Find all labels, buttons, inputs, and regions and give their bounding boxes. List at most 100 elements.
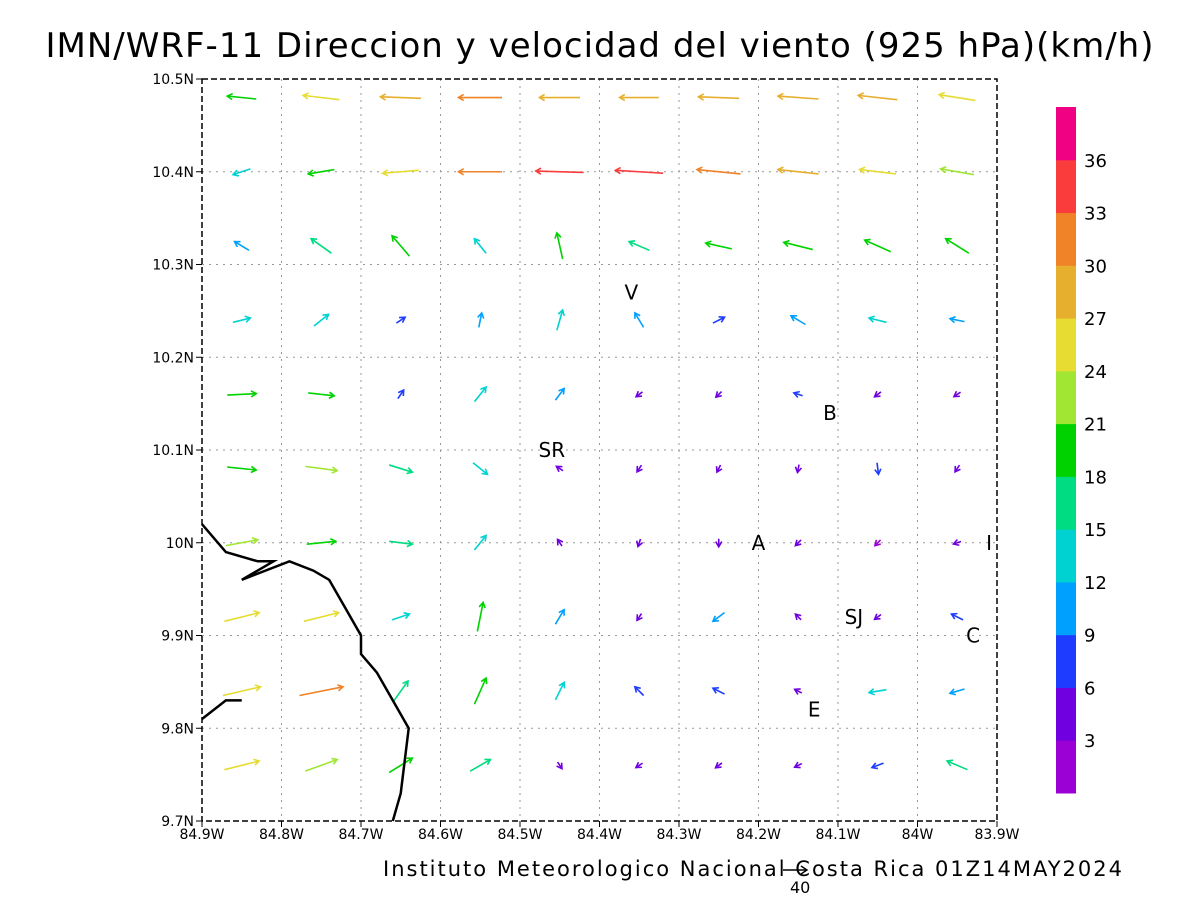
wind-arrow — [711, 611, 726, 623]
wind-arrow — [301, 92, 340, 101]
place-label: C — [966, 624, 980, 648]
x-tick-label: 84.3W — [656, 827, 701, 843]
colorbar-label: 36 — [1084, 151, 1107, 172]
wind-arrow — [456, 93, 502, 102]
place-label: I — [986, 531, 992, 555]
wind-arrow — [389, 539, 414, 548]
wind-arrow — [232, 315, 252, 324]
wind-arrow — [306, 538, 338, 546]
wind-arrow — [951, 538, 962, 547]
wind-arrow — [397, 388, 405, 400]
colorbar-label: 6 — [1084, 678, 1095, 699]
wind-arrow — [858, 166, 896, 175]
wind-arrow — [948, 315, 965, 324]
wind-arrow — [792, 390, 803, 398]
x-tick-label: 84.1W — [815, 827, 860, 843]
colorbar-swatch — [1056, 265, 1076, 319]
x-tick-label: 84.7W — [338, 827, 383, 843]
colorbar-swatch — [1056, 212, 1076, 266]
y-tick-label: 9.8N — [161, 721, 194, 737]
colorbar-label: 18 — [1084, 467, 1107, 488]
wind-arrow — [378, 93, 422, 101]
wind-arrow — [473, 385, 488, 403]
wind-arrow — [225, 92, 257, 101]
y-tick-label: 10.2N — [152, 350, 194, 366]
place-label: A — [752, 531, 766, 555]
place-label: E — [808, 698, 821, 722]
wind-arrow — [870, 762, 884, 770]
wind-arrow — [948, 688, 965, 696]
wind-arrow — [222, 684, 263, 697]
wind-arrow — [308, 391, 336, 399]
colorbar-label: 21 — [1084, 415, 1107, 436]
colorbar-swatch — [1056, 529, 1076, 583]
wind-arrow — [863, 238, 892, 253]
wind-arrow — [388, 757, 414, 774]
y-tick-label: 10.1N — [152, 443, 194, 459]
x-tick-label: 83.9W — [974, 827, 1019, 843]
wind-arrow — [874, 462, 882, 476]
wind-arrow — [714, 761, 723, 769]
wind-arrow — [794, 539, 802, 547]
wind-arrow — [634, 761, 644, 769]
wind-arrow — [227, 390, 258, 398]
x-tick-label: 84.8W — [259, 827, 304, 843]
wind-arrow — [627, 240, 650, 252]
wind-arrow — [937, 91, 976, 102]
wind-arrow — [712, 316, 726, 324]
wind-arrow — [618, 93, 659, 102]
wind-arrow — [537, 93, 581, 102]
colorbar-swatch — [1056, 318, 1076, 372]
colorbar-swatch — [1056, 687, 1076, 741]
wind-arrow — [711, 687, 725, 695]
wind-arrow — [309, 237, 332, 254]
place-label: SR — [539, 438, 566, 462]
y-tick-label: 10N — [166, 536, 194, 552]
wind-arrow — [704, 240, 732, 250]
wind-arrow — [305, 465, 339, 474]
wind-arrow — [388, 464, 414, 475]
wind-arrow — [939, 165, 975, 176]
wind-arrow — [715, 538, 723, 549]
colorbar-label: 15 — [1084, 520, 1107, 541]
wind-arrow — [856, 92, 898, 101]
coastline-path — [201, 699, 242, 720]
wind-vectors — [222, 91, 976, 774]
wind-arrow — [224, 610, 261, 623]
wind-arrow — [873, 613, 882, 621]
wind-arrow — [634, 311, 645, 328]
wind-arrow — [952, 390, 962, 398]
wind-arrow — [313, 313, 330, 327]
colorbar-label: 3 — [1084, 731, 1095, 752]
x-tick-label: 84.6W — [418, 827, 463, 843]
wind-arrow — [473, 534, 488, 551]
wind-arrow — [873, 390, 882, 398]
wind-arrow — [945, 759, 968, 771]
coastline-path — [201, 523, 410, 822]
wind-arrow — [473, 676, 488, 705]
wind-arrow — [794, 613, 802, 621]
footer-credit: Instituto Meteorologico Nacional Costa R… — [383, 857, 1124, 881]
colorbar-swatch — [1056, 423, 1076, 477]
wind-arrow — [554, 387, 566, 401]
y-tick-label: 10.3N — [152, 258, 194, 274]
wind-arrow — [477, 311, 485, 328]
wind-arrow — [950, 612, 964, 621]
wind-arrow — [789, 314, 806, 326]
y-axis-ticks: 9.7N 9.8N 9.9N 10N 10.1N 10.2N 10.3N 10.4N 10.5N — [152, 72, 202, 830]
wind-arrow — [476, 600, 486, 632]
wind-arrow — [794, 464, 803, 475]
wind-arrow — [867, 688, 887, 696]
wind-arrow — [793, 688, 803, 695]
wind-arrow — [873, 539, 882, 547]
wind-arrow — [556, 761, 563, 770]
x-tick-label: 84.2W — [736, 827, 781, 843]
wind-arrow — [534, 167, 584, 175]
x-tick-label: 84W — [902, 827, 934, 843]
wind-arrow — [556, 308, 565, 331]
wind-arrow — [469, 758, 492, 772]
place-labels: V B SR A I SJ C E — [539, 280, 993, 721]
x-tick-label: 84.4W — [577, 827, 622, 843]
colorbar-label: 33 — [1084, 204, 1107, 225]
